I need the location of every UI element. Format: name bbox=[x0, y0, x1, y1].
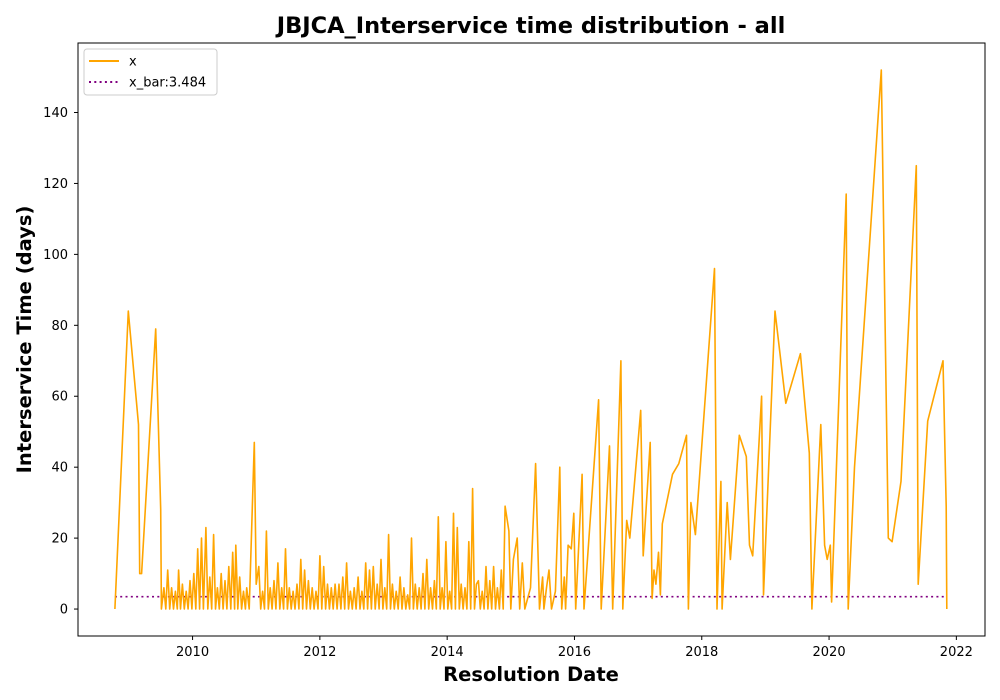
y-tick-label: 60 bbox=[51, 390, 68, 405]
series-layer bbox=[114, 69, 948, 610]
chart-title: JBJCA_Interservice time distribution - a… bbox=[275, 13, 786, 39]
y-tick-label: 140 bbox=[43, 106, 68, 121]
x-tick-label: 2010 bbox=[176, 645, 209, 660]
x-axis-label: Resolution Date bbox=[443, 663, 619, 686]
plot-frame bbox=[77, 42, 986, 637]
y-tick-label: 80 bbox=[51, 319, 68, 334]
plot-area bbox=[77, 42, 986, 637]
x-tick-label: 2022 bbox=[940, 645, 973, 660]
x-tick-label: 2014 bbox=[431, 645, 464, 660]
legend-label-x: x bbox=[129, 55, 137, 70]
y-tick-label: 120 bbox=[43, 177, 68, 192]
x-tick-label: 2016 bbox=[558, 645, 591, 660]
y-tick-label: 20 bbox=[51, 532, 68, 547]
series-line-x bbox=[114, 69, 948, 610]
x-tick-label: 2018 bbox=[685, 645, 718, 660]
y-tick-label: 40 bbox=[51, 461, 68, 476]
x-tick-label: 2020 bbox=[813, 645, 846, 660]
y-tick-label: 0 bbox=[60, 603, 68, 618]
y-axis-ticks: 0 20 40 60 80 100 120 140 bbox=[43, 106, 78, 618]
legend: x x_bar:3.484 bbox=[83, 48, 218, 96]
legend-label-x-bar: x_bar:3.484 bbox=[129, 76, 206, 91]
x-axis-ticks: 2010 2012 2014 2016 2018 2020 2022 bbox=[176, 636, 973, 660]
y-axis-label: Interservice Time (days) bbox=[13, 206, 36, 474]
x-tick-label: 2012 bbox=[303, 645, 336, 660]
y-tick-label: 100 bbox=[43, 248, 68, 263]
